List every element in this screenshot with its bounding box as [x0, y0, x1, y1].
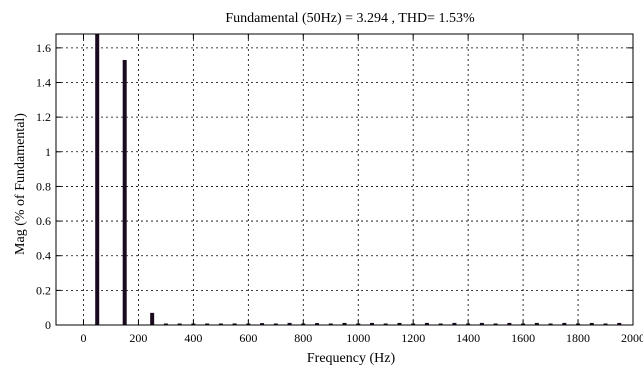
bar-1300hz — [438, 323, 443, 325]
bar-1450hz — [479, 322, 484, 325]
bar-750hz — [287, 322, 292, 325]
bar-500hz — [218, 323, 223, 325]
y-tick-labels: 0 0.2 0.4 0.6 0.8 1 1.2 1.4 1.6 — [36, 41, 51, 332]
bar-1950hz — [617, 322, 622, 325]
bars — [95, 34, 622, 325]
x-tick-label: 600 — [239, 331, 257, 345]
bar-900hz — [328, 323, 333, 325]
x-tick-label: 400 — [184, 331, 202, 345]
y-tick-label: 1.6 — [36, 41, 51, 55]
bar-1100hz — [383, 323, 388, 325]
y-tick-label: 1.4 — [36, 76, 51, 90]
x-tick-label: 800 — [294, 331, 312, 345]
chart-title: Fundamental (50Hz) = 3.294 , THD= 1.53% — [225, 11, 475, 26]
bar-300hz — [163, 323, 168, 325]
bar-1150hz — [397, 322, 402, 325]
bar-850hz — [315, 323, 320, 325]
bar-650hz — [260, 323, 265, 325]
y-tick-label: 1 — [45, 145, 51, 159]
bar-1050hz — [369, 322, 374, 325]
bar-550hz — [232, 323, 237, 325]
bar-450hz — [205, 323, 210, 325]
bar-1550hz — [507, 322, 512, 325]
bar-1500hz — [493, 323, 498, 325]
bar-1900hz — [603, 323, 608, 325]
x-tick-label: 1200 — [401, 331, 425, 345]
bar-350hz — [177, 323, 182, 325]
bar-1250hz — [424, 322, 429, 325]
x-tick-label: 1000 — [346, 331, 370, 345]
y-tick-label: 0.8 — [36, 179, 51, 193]
x-tick-label: 200 — [129, 331, 147, 345]
y-tick-label: 1.2 — [36, 110, 51, 124]
bar-1350hz — [452, 322, 457, 325]
bar-950hz — [342, 322, 347, 325]
plot-frame — [55, 33, 634, 326]
bar-1700hz — [548, 323, 553, 325]
y-tick-label: 0 — [45, 318, 51, 332]
bar-700hz — [273, 323, 278, 325]
x-tick-labels: 0 200 400 600 800 1000 1200 1400 1600 1800 2000 — [80, 331, 643, 345]
y-tick-label: 0.2 — [36, 283, 51, 297]
y-axis-label: Mag (% of Fundamental) — [13, 113, 28, 255]
x-tick-label: 1400 — [456, 331, 480, 345]
bar-150hz — [122, 59, 127, 325]
y-tick-label: 0.4 — [36, 249, 51, 263]
axis-ticks — [56, 34, 634, 326]
bar-1850hz — [589, 322, 594, 325]
bar-1750hz — [562, 322, 567, 325]
x-tick-label: 1800 — [566, 331, 590, 345]
x-axis-label: Frequency (Hz) — [307, 351, 396, 365]
bar-50hz — [95, 34, 100, 325]
bar-250hz — [150, 312, 155, 325]
bar-1650hz — [534, 322, 539, 325]
x-tick-label: 1600 — [511, 331, 535, 345]
x-tick-label: 2000 — [621, 331, 643, 345]
x-tick-label: 0 — [80, 331, 86, 345]
grid — [56, 34, 634, 326]
y-tick-label: 0.6 — [36, 214, 51, 228]
